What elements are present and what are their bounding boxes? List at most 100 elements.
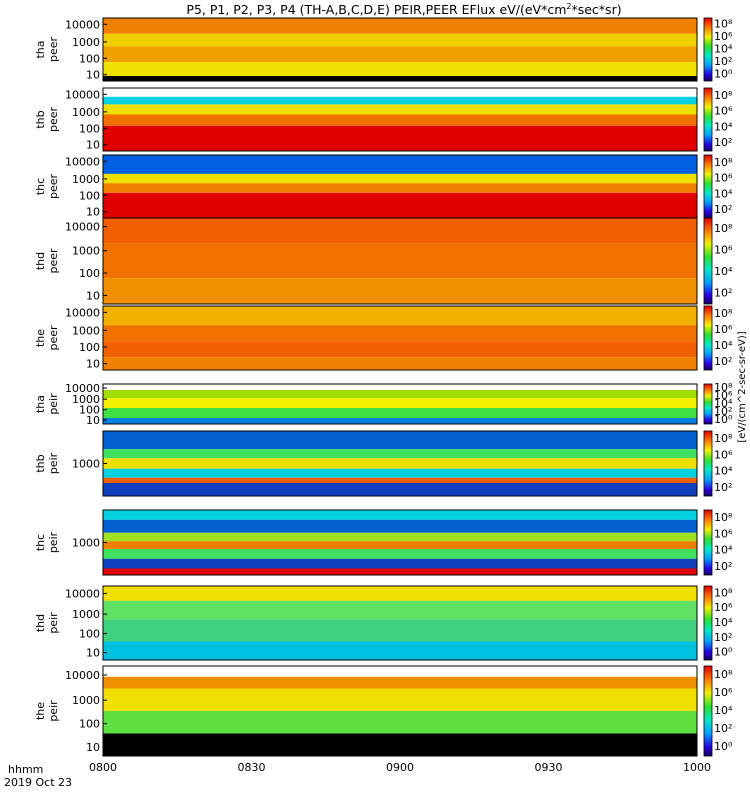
colorbar-tick-label: 10⁴ [714, 265, 733, 278]
y-axis-label: tha [34, 395, 47, 413]
colorbar-tick-label: 10² [714, 355, 732, 368]
spectrogram-band [103, 449, 697, 459]
colorbar-tick-label: 10⁶ [714, 30, 733, 43]
spectrogram-band [103, 218, 697, 244]
y-tick-label: 100 [79, 341, 100, 354]
spectrogram-band [103, 33, 697, 47]
y-tick-label: 100 [79, 267, 100, 280]
colorbar-tick-label: 10⁸ [714, 668, 733, 681]
colorbar-tick-label: 10⁰ [714, 413, 733, 426]
spectrogram-band [103, 600, 697, 620]
panel-frame [102, 305, 698, 371]
colorbar-tick-label: 10⁴ [714, 339, 733, 352]
colorbar-tick-label: 10⁸ [714, 89, 733, 102]
colorbar [703, 665, 713, 757]
colorbar-tick-label: 10⁶ [714, 389, 733, 402]
y-tick-label: 1000 [72, 245, 100, 258]
x-stamp-date: 2019 Oct 23 [4, 776, 72, 789]
y-tick-label: 10 [86, 69, 100, 82]
spectrogram-band [103, 568, 697, 575]
colorbar-tick-label: 10² [714, 203, 732, 216]
panel-thd-peir: 10000 1000 100 10 thd peir 10⁸ 10⁶ 10⁴ 10² 10⁰ [34, 585, 733, 661]
spectrogram-band [103, 458, 697, 469]
y-axis-label: thb [34, 454, 47, 472]
colorbar-unit-label: [eV/(cm^2-sec-sr-eV)] [737, 331, 748, 442]
colorbar-tick-label: 10² [714, 136, 732, 149]
y-axis-label: peer [47, 37, 60, 63]
y-tick-label: 100 [79, 52, 100, 65]
spectrogram-band [103, 666, 697, 677]
y-axis-label: thd [34, 614, 47, 632]
spectrogram-band [103, 418, 697, 424]
colorbar-tick-label: 10⁶ [714, 448, 733, 461]
x-tick-label: 0800 [89, 761, 117, 774]
spectrogram-band [103, 519, 697, 533]
spectrogram-band [103, 676, 697, 689]
panel-thc-peer: 10000 1000 100 10 thc peer 10⁸ 10⁶ 10⁴ 10² [34, 154, 733, 219]
spectrogram-band [103, 104, 697, 115]
colorbar-tick-label: 10⁴ [714, 120, 733, 133]
panel-frame [102, 17, 698, 82]
colorbar [703, 217, 713, 305]
colorbar [703, 17, 713, 82]
colorbar-tick-label: 10² [714, 405, 732, 418]
y-axis-label: the [34, 329, 47, 347]
spectrogram-band [103, 18, 697, 34]
spectrogram-band [103, 408, 697, 418]
colorbar-tick-label: 10⁰ [714, 646, 733, 659]
spectrogram-band [103, 96, 697, 105]
colorbar-tick-label: 10⁴ [714, 465, 733, 478]
y-tick-label: 10000 [65, 306, 100, 319]
spectrogram-band [103, 192, 697, 218]
panel-thb-peir: 1000 thb peir 10⁸ 10⁶ 10⁴ 10² [34, 430, 733, 497]
spectrogram-band [103, 541, 697, 549]
colorbar-tick-label: 10² [714, 286, 732, 299]
panel-frame [102, 87, 698, 152]
colorbar [703, 383, 713, 425]
spectrogram-band [103, 558, 697, 569]
y-tick-label: 100 [79, 189, 100, 202]
spectrogram-band [103, 532, 697, 542]
spectrogram-band [103, 62, 697, 76]
y-tick-label: 1000 [72, 694, 100, 707]
x-tick-label: 0900 [386, 761, 414, 774]
y-tick-label: 100 [79, 404, 100, 417]
spectrogram-band [103, 733, 697, 756]
x-tick-label: 0830 [238, 761, 266, 774]
colorbar-tick-label: 10² [714, 722, 732, 735]
y-axis-label: thd [34, 252, 47, 270]
spectrogram-band [103, 76, 697, 81]
colorbar-tick-label: 10⁴ [714, 616, 733, 629]
y-tick-label: 10 [86, 741, 100, 754]
colorbar-tick-label: 10⁶ [714, 243, 733, 256]
colorbar-tick-label: 10⁴ [714, 187, 733, 200]
spectrogram-band [103, 586, 697, 601]
chart-title: P5, P1, P2, P3, P4 (TH-A,B,C,D,E) PEIR,P… [186, 2, 621, 17]
spectrogram-band [103, 711, 697, 734]
y-tick-label: 1000 [72, 36, 100, 49]
spectrogram-band [103, 384, 697, 390]
x-tick-label: 0930 [535, 761, 563, 774]
y-tick-label: 10 [86, 139, 100, 152]
spectrogram-band [103, 468, 697, 478]
colorbar [703, 87, 713, 152]
y-axis-label: peir [47, 531, 60, 553]
spectrogram-band [103, 325, 697, 342]
colorbar-tick-label: 10⁶ [714, 601, 733, 614]
y-tick-label: 10 [86, 289, 100, 302]
panel-thb-peer: 10000 1000 100 10 thb peer 10⁸ 10⁶ 10⁴ 10² [34, 87, 733, 152]
y-tick-label: 10000 [65, 88, 100, 101]
panel-the-peir: 10000 1000 100 10 the peir 10⁸ 10⁶ 10⁴ 10² 10⁰ [34, 665, 733, 757]
spectrogram-band [103, 483, 697, 496]
y-tick-label: 100 [79, 627, 100, 640]
colorbar-tick-label: 10⁴ [714, 704, 733, 717]
spectrogram-band [103, 549, 697, 559]
spectrogram-band [103, 46, 697, 63]
spectrogram-band [103, 155, 697, 174]
y-tick-label: 10 [86, 206, 100, 219]
spectrogram-band [103, 398, 697, 408]
spectrogram-band [103, 641, 697, 660]
colorbar-tick-label: 10⁸ [714, 432, 733, 445]
colorbar-tick-label: 10⁸ [714, 222, 733, 235]
